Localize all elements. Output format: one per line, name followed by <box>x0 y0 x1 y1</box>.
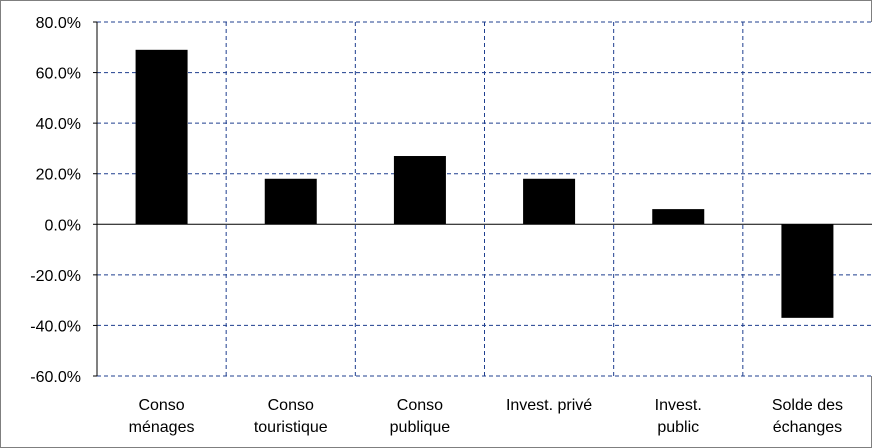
category-label: Conso touristique <box>254 397 328 436</box>
y-tick-label: -20.0% <box>30 268 81 285</box>
category-label: Conso ménages <box>129 397 195 436</box>
category-label: Invest. public <box>655 397 702 436</box>
y-tick-label: 60.0% <box>36 66 81 83</box>
category-label: Conso publique <box>390 397 451 436</box>
bar <box>135 49 188 225</box>
bar <box>264 178 317 225</box>
y-tick-label: -60.0% <box>30 369 81 386</box>
y-tick-label: 0.0% <box>45 217 81 234</box>
bar <box>781 224 834 318</box>
bar <box>393 156 446 225</box>
y-tick-label: -40.0% <box>30 318 81 335</box>
y-tick-label: 20.0% <box>36 167 81 184</box>
bar <box>523 178 576 225</box>
y-tick-label: 40.0% <box>36 116 81 133</box>
category-label: Solde des échanges <box>772 397 843 436</box>
y-tick-label: 80.0% <box>36 15 81 32</box>
bar <box>652 209 705 225</box>
category-label: Invest. privé <box>506 397 592 414</box>
